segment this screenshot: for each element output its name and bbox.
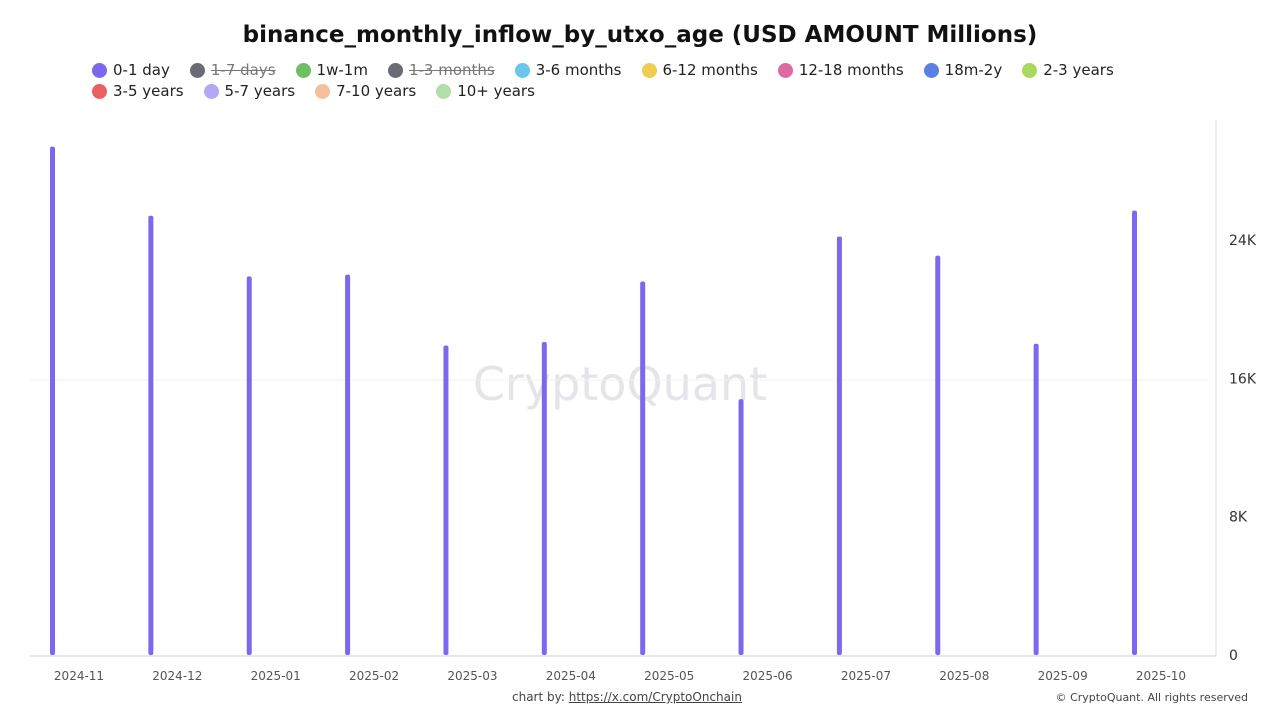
legend: 0-1 day 1-7 days 1w-1m 1-3 months 3-6 months… — [92, 61, 1212, 100]
x-tick-label: 2025-01 — [251, 669, 301, 683]
x-tick-label: 2025-10 — [1136, 669, 1186, 683]
y-tick-label: 0 — [1229, 648, 1238, 664]
bar — [148, 215, 154, 655]
x-tick-label: 2025-04 — [546, 669, 596, 683]
x-tick-label: 2025-03 — [447, 669, 497, 683]
legend-marker-icon — [315, 83, 331, 99]
legend-item[interactable]: 18m-2y — [923, 61, 1003, 79]
legend-item[interactable]: 2-3 years — [1022, 61, 1114, 79]
x-tick-label: 2025-06 — [742, 669, 792, 683]
x-tick-label: 2024-12 — [152, 669, 202, 683]
legend-marker-icon — [203, 83, 219, 99]
y-tick-label: 24K — [1229, 233, 1257, 249]
x-tick-label: 2025-09 — [1038, 669, 1088, 683]
y-tick-label: 8K — [1229, 510, 1248, 526]
copyright: © CryptoQuant. All rights reserved — [1055, 691, 1248, 704]
x-tick-label: 2025-08 — [939, 669, 989, 683]
legend-marker-icon — [1022, 62, 1038, 78]
legend-marker-icon — [92, 83, 107, 99]
watermark: CryptoQuant — [473, 357, 767, 411]
bar — [836, 236, 842, 655]
y-tick-label: 16K — [1229, 371, 1257, 387]
legend-label: 1-3 months — [408, 61, 495, 79]
legend-label: 1-7 days — [210, 61, 276, 79]
legend-marker-icon — [387, 62, 403, 78]
footer: chart by: https://x.com/CryptoOnchain — [512, 690, 742, 704]
legend-item[interactable]: 6-12 months — [641, 61, 758, 79]
bar — [935, 255, 941, 655]
legend-item[interactable]: 5-7 years — [203, 82, 296, 100]
bar — [640, 281, 646, 655]
bar — [443, 345, 449, 655]
legend-item[interactable]: 3-6 months — [514, 61, 622, 79]
legend-label: 18m-2y — [944, 61, 1003, 79]
legend-label: 12-18 months — [798, 61, 904, 79]
legend-marker-icon — [514, 62, 530, 78]
legend-marker-icon — [923, 62, 939, 78]
bar — [738, 399, 744, 655]
legend-label: 3-6 months — [535, 61, 622, 79]
footer-link[interactable]: https://x.com/CryptoOnchain — [568, 690, 742, 704]
legend-marker-icon — [189, 62, 205, 78]
legend-item[interactable]: 3-5 years — [92, 82, 184, 100]
x-tick-label: 2025-02 — [349, 669, 399, 683]
legend-marker-icon — [295, 62, 311, 78]
bar — [246, 276, 252, 655]
legend-label: 0-1 day — [113, 61, 170, 79]
bar — [345, 274, 351, 655]
x-tick-label: 2025-07 — [841, 669, 891, 683]
bar — [50, 146, 55, 655]
bar — [1132, 210, 1137, 655]
chart-title: binance_monthly_inflow_by_utxo_age (USD … — [242, 22, 1038, 48]
legend-label: 1w-1m — [316, 61, 368, 79]
legend-label: 7-10 years — [336, 82, 417, 100]
legend-item[interactable]: 0-1 day — [92, 61, 170, 79]
legend-item[interactable]: 10+ years — [436, 82, 535, 100]
x-tick-label: 2024-11 — [54, 669, 104, 683]
bar — [541, 342, 547, 655]
bar — [1033, 343, 1039, 655]
legend-label: 6-12 months — [662, 61, 758, 79]
legend-item[interactable]: 1w-1m — [295, 61, 368, 79]
legend-marker-icon — [777, 62, 793, 78]
legend-item[interactable]: 12-18 months — [777, 61, 904, 79]
legend-item[interactable]: 1-3 months — [387, 61, 495, 79]
legend-label: 2-3 years — [1043, 61, 1114, 79]
legend-label: 10+ years — [457, 82, 535, 100]
legend-marker-icon — [92, 62, 107, 78]
footer-prefix: chart by: — [512, 690, 569, 704]
legend-marker-icon — [641, 62, 657, 78]
legend-marker-icon — [436, 83, 452, 99]
legend-label: 3-5 years — [113, 82, 184, 100]
legend-label: 5-7 years — [224, 82, 296, 100]
x-tick-label: 2025-05 — [644, 669, 694, 683]
legend-item[interactable]: 7-10 years — [315, 82, 416, 100]
legend-item[interactable]: 1-7 days — [189, 61, 276, 79]
